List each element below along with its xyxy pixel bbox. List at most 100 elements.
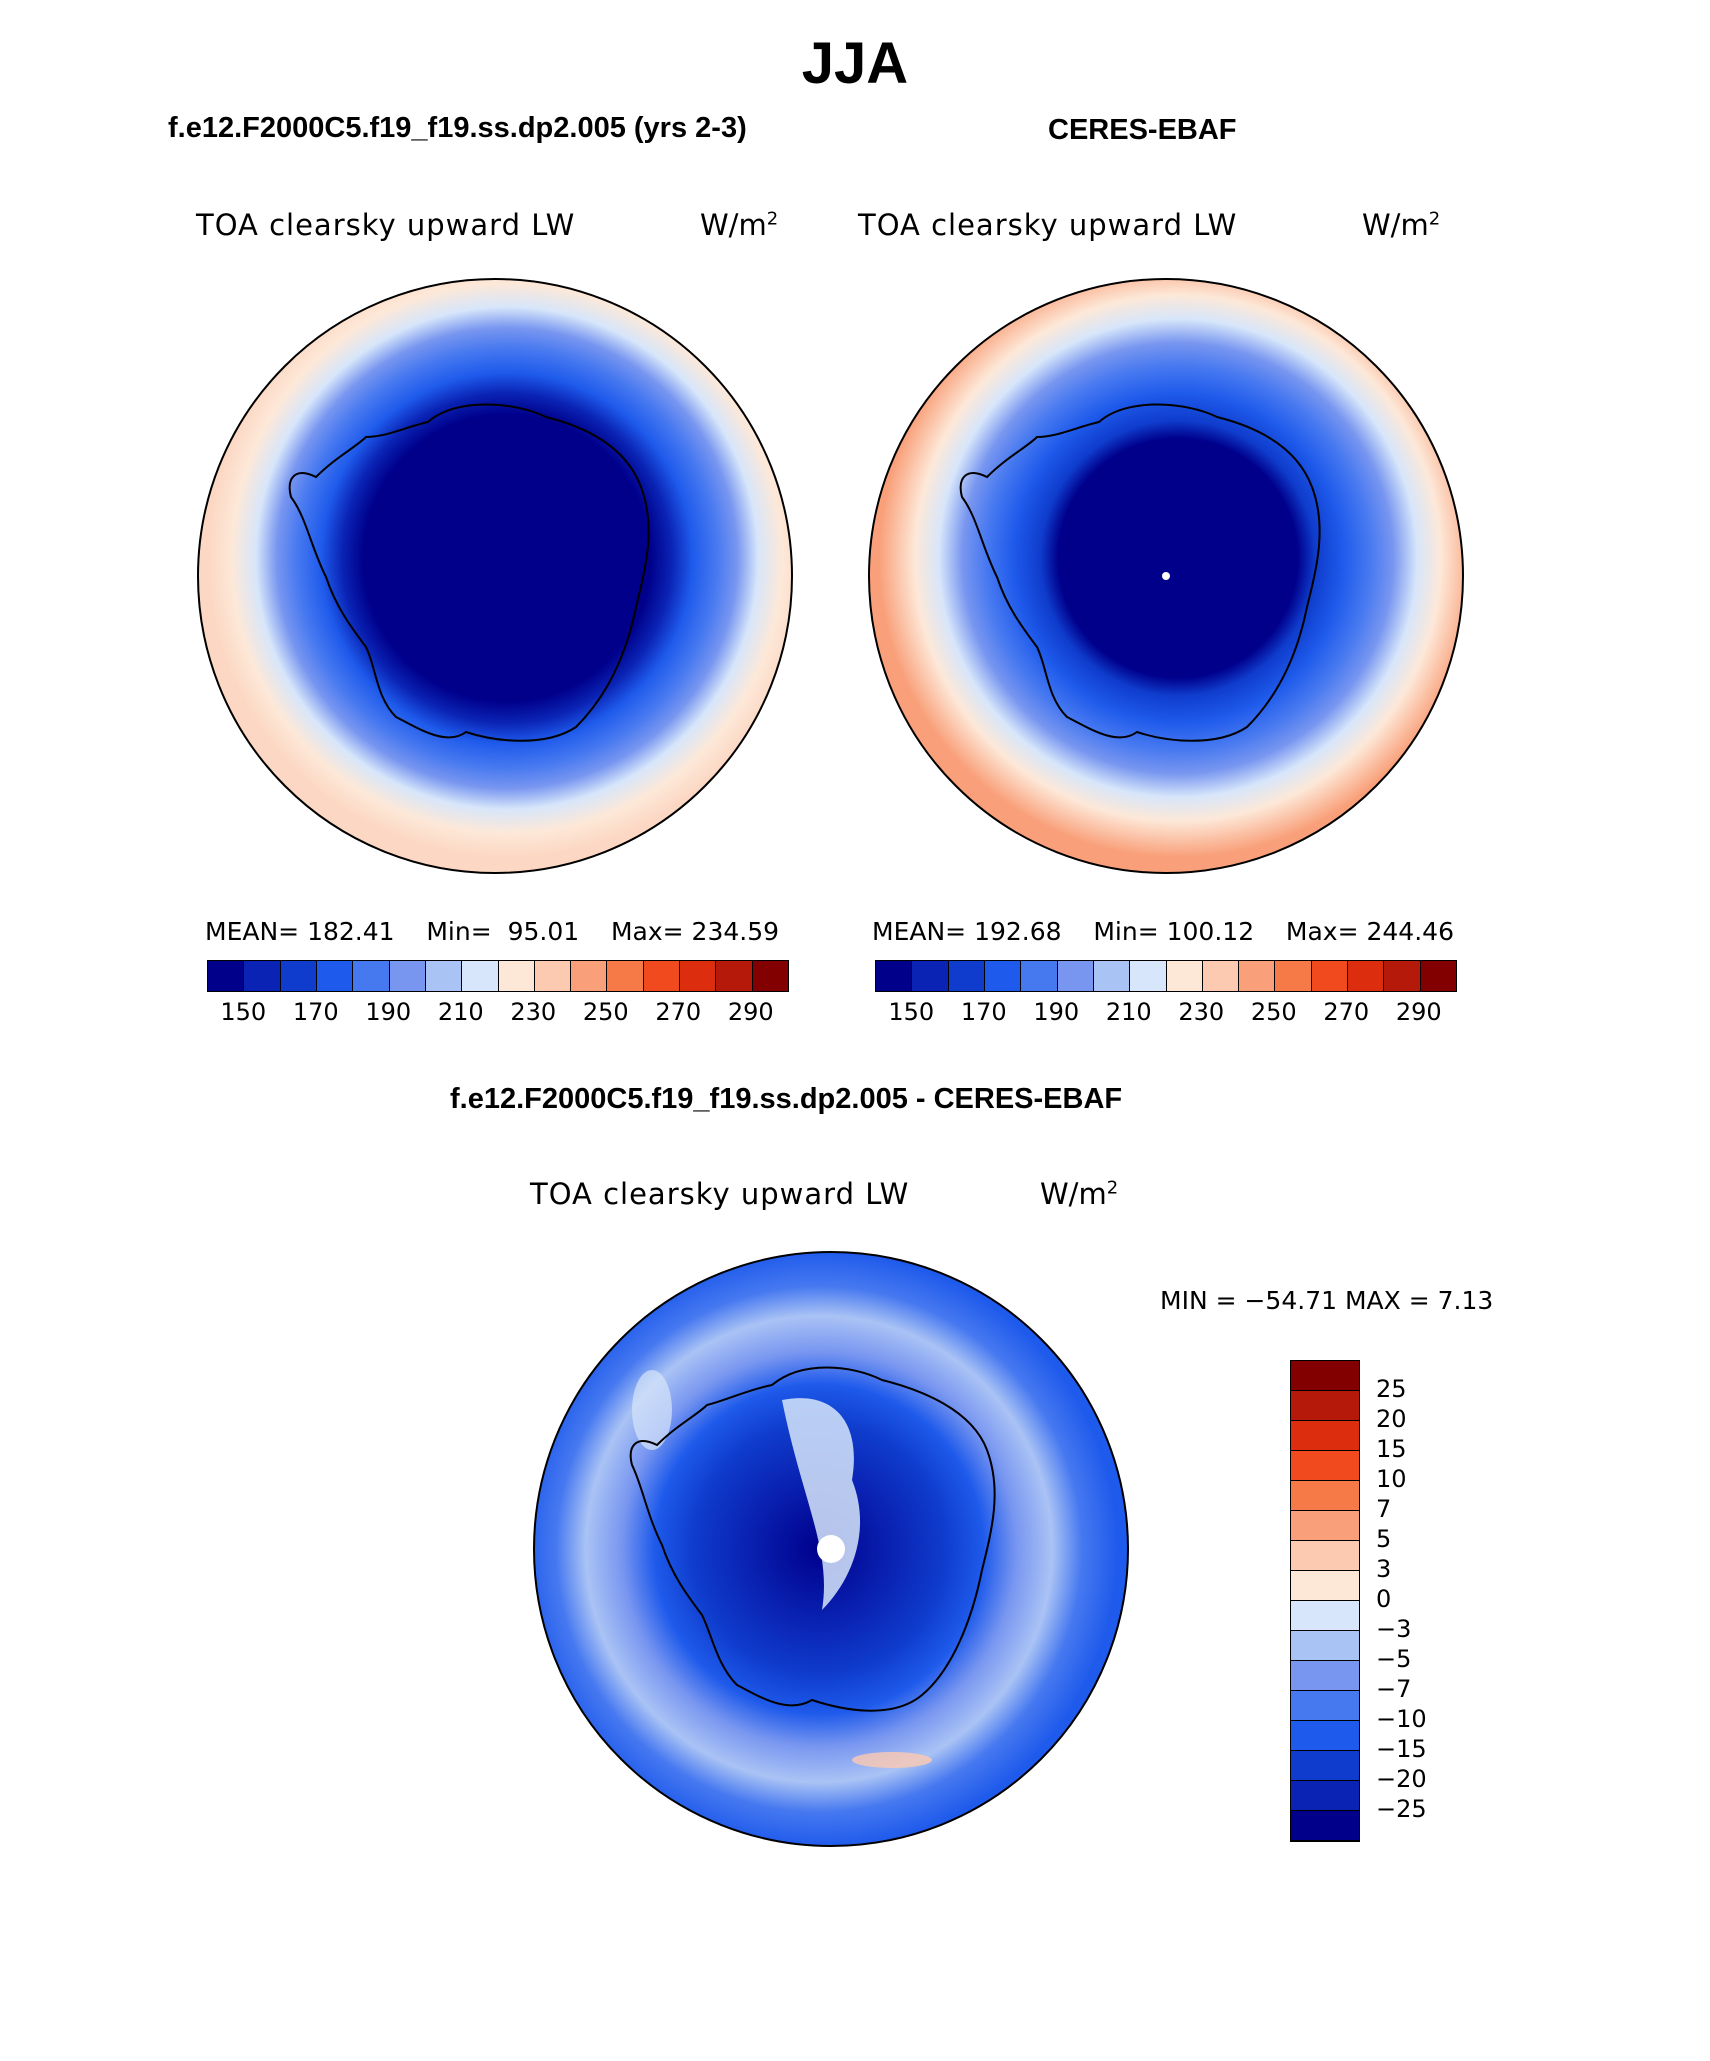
colorbar-tick-label: 10 bbox=[1376, 1465, 1407, 1493]
colorbar-swatch bbox=[1057, 961, 1094, 991]
colorbar-swatch bbox=[1239, 961, 1276, 991]
colorbar-swatch bbox=[462, 961, 499, 991]
colorbar-swatch bbox=[1291, 1541, 1359, 1571]
colorbar-swatch bbox=[680, 961, 717, 991]
colorbar-swatch bbox=[1021, 961, 1058, 991]
colorbar-tick-label: −20 bbox=[1376, 1765, 1427, 1793]
model-field-label: TOA clearsky upward LW bbox=[196, 208, 576, 242]
colorbar-swatch bbox=[571, 961, 608, 991]
diff-polar-map bbox=[533, 1251, 1129, 1847]
colorbar-swatch bbox=[1291, 1571, 1359, 1601]
colorbar-tick-label: 7 bbox=[1376, 1495, 1392, 1523]
colorbar-swatch bbox=[1291, 1361, 1359, 1391]
colorbar-swatch bbox=[353, 961, 390, 991]
colorbar-tick-label: 290 bbox=[727, 998, 774, 1026]
colorbar-tick-label: 5 bbox=[1376, 1525, 1392, 1553]
colorbar-tick-label: 0 bbox=[1376, 1585, 1392, 1613]
colorbar-tick-label: 190 bbox=[365, 998, 412, 1026]
colorbar-swatch bbox=[1291, 1811, 1359, 1841]
colorbar-tick-label: 190 bbox=[1033, 998, 1080, 1026]
colorbar-swatch bbox=[1275, 961, 1312, 991]
colorbar-tick-label: −3 bbox=[1376, 1615, 1412, 1643]
colorbar-tick-label: 3 bbox=[1376, 1555, 1392, 1583]
diff-panel-title: f.e12.F2000C5.f19_f19.ss.dp2.005 - CERES… bbox=[450, 1083, 1123, 1115]
colorbar-swatch bbox=[534, 961, 572, 991]
colorbar-swatch bbox=[1291, 1511, 1359, 1541]
model-colorbar-ticks: 150 170 190 210 230 250 270 290 bbox=[207, 998, 787, 1028]
diff-colorbar bbox=[1290, 1360, 1360, 1842]
antarctica-coastline bbox=[629, 1366, 996, 1712]
colorbar-swatch bbox=[1291, 1481, 1359, 1511]
colorbar-tick-label: −15 bbox=[1376, 1735, 1427, 1763]
diff-colorbar-ticks: 25 20 15 10 7 5 3 0 −3 −5 −7 −10 −15 −20 −25 bbox=[1376, 1360, 1456, 1840]
colorbar-swatch bbox=[1291, 1421, 1359, 1451]
colorbar-tick-label: 170 bbox=[960, 998, 1007, 1026]
colorbar-swatch bbox=[876, 961, 913, 991]
colorbar-swatch bbox=[498, 961, 535, 991]
colorbar-tick-label: 250 bbox=[1250, 998, 1297, 1026]
colorbar-swatch bbox=[1384, 961, 1421, 991]
colorbar-tick-label: 210 bbox=[437, 998, 484, 1026]
colorbar-swatch bbox=[1291, 1451, 1359, 1481]
colorbar-swatch bbox=[716, 961, 753, 991]
colorbar-swatch bbox=[1348, 961, 1385, 991]
colorbar-tick-label: −10 bbox=[1376, 1705, 1427, 1733]
colorbar-swatch bbox=[425, 961, 463, 991]
colorbar-tick-label: 290 bbox=[1395, 998, 1442, 1026]
colorbar-swatch bbox=[1291, 1781, 1359, 1811]
colorbar-tick-label: −5 bbox=[1376, 1645, 1412, 1673]
model-colorbar bbox=[207, 960, 789, 992]
colorbar-tick-label: 25 bbox=[1376, 1375, 1407, 1403]
colorbar-swatch bbox=[1202, 961, 1240, 991]
colorbar-swatch bbox=[280, 961, 317, 991]
colorbar-tick-label: 250 bbox=[582, 998, 629, 1026]
diff-field-label: TOA clearsky upward LW bbox=[530, 1177, 910, 1211]
colorbar-tick-label: 20 bbox=[1376, 1405, 1407, 1433]
colorbar-swatch bbox=[948, 961, 985, 991]
colorbar-tick-label: −25 bbox=[1376, 1795, 1427, 1823]
diff-minmax: MIN = −54.71 MAX = 7.13 bbox=[1160, 1286, 1494, 1315]
colorbar-swatch bbox=[208, 961, 245, 991]
obs-polar-map bbox=[868, 278, 1464, 874]
colorbar-tick-label: 230 bbox=[510, 998, 557, 1026]
colorbar-tick-label: 270 bbox=[655, 998, 702, 1026]
colorbar-tick-label: 230 bbox=[1178, 998, 1225, 1026]
colorbar-swatch bbox=[1130, 961, 1167, 991]
colorbar-swatch bbox=[1093, 961, 1131, 991]
model-stats: MEAN= 182.41 Min= 95.01 Max= 234.59 bbox=[205, 917, 780, 946]
colorbar-swatch bbox=[912, 961, 949, 991]
colorbar-swatch bbox=[984, 961, 1022, 991]
colorbar-swatch bbox=[244, 961, 281, 991]
model-panel-title: f.e12.F2000C5.f19_f19.ss.dp2.005 (yrs 2-… bbox=[168, 112, 747, 144]
colorbar-swatch bbox=[1291, 1391, 1359, 1421]
pole-marker bbox=[817, 1535, 845, 1563]
figure-title: JJA bbox=[801, 31, 909, 96]
colorbar-swatch bbox=[1166, 961, 1203, 991]
colorbar-swatch bbox=[1291, 1721, 1359, 1751]
colorbar-tick-label: 15 bbox=[1376, 1435, 1407, 1463]
diff-unit-label: W/m2 bbox=[1040, 1177, 1119, 1211]
colorbar-swatch bbox=[752, 961, 788, 991]
colorbar-swatch bbox=[1291, 1631, 1359, 1661]
colorbar-tick-label: −7 bbox=[1376, 1675, 1412, 1703]
obs-stats: MEAN= 192.68 Min= 100.12 Max= 244.46 bbox=[872, 917, 1454, 946]
obs-colorbar-ticks: 150 170 190 210 230 250 270 290 bbox=[875, 998, 1455, 1028]
colorbar-swatch bbox=[1291, 1751, 1359, 1781]
colorbar-swatch bbox=[607, 961, 644, 991]
obs-unit-label: W/m2 bbox=[1362, 208, 1441, 242]
colorbar-tick-label: 150 bbox=[888, 998, 935, 1026]
colorbar-swatch bbox=[1291, 1661, 1359, 1691]
obs-colorbar bbox=[875, 960, 1457, 992]
antarctica-coastline bbox=[959, 403, 1321, 742]
colorbar-tick-label: 210 bbox=[1105, 998, 1152, 1026]
colorbar-tick-label: 150 bbox=[220, 998, 267, 1026]
obs-panel-title: CERES-EBAF bbox=[1048, 114, 1237, 146]
model-unit-label: W/m2 bbox=[700, 208, 779, 242]
colorbar-swatch bbox=[643, 961, 681, 991]
colorbar-swatch bbox=[316, 961, 354, 991]
colorbar-swatch bbox=[1291, 1691, 1359, 1721]
colorbar-swatch bbox=[389, 961, 426, 991]
antarctica-coastline bbox=[288, 403, 650, 742]
pole-marker bbox=[1162, 572, 1170, 580]
colorbar-swatch bbox=[1420, 961, 1456, 991]
